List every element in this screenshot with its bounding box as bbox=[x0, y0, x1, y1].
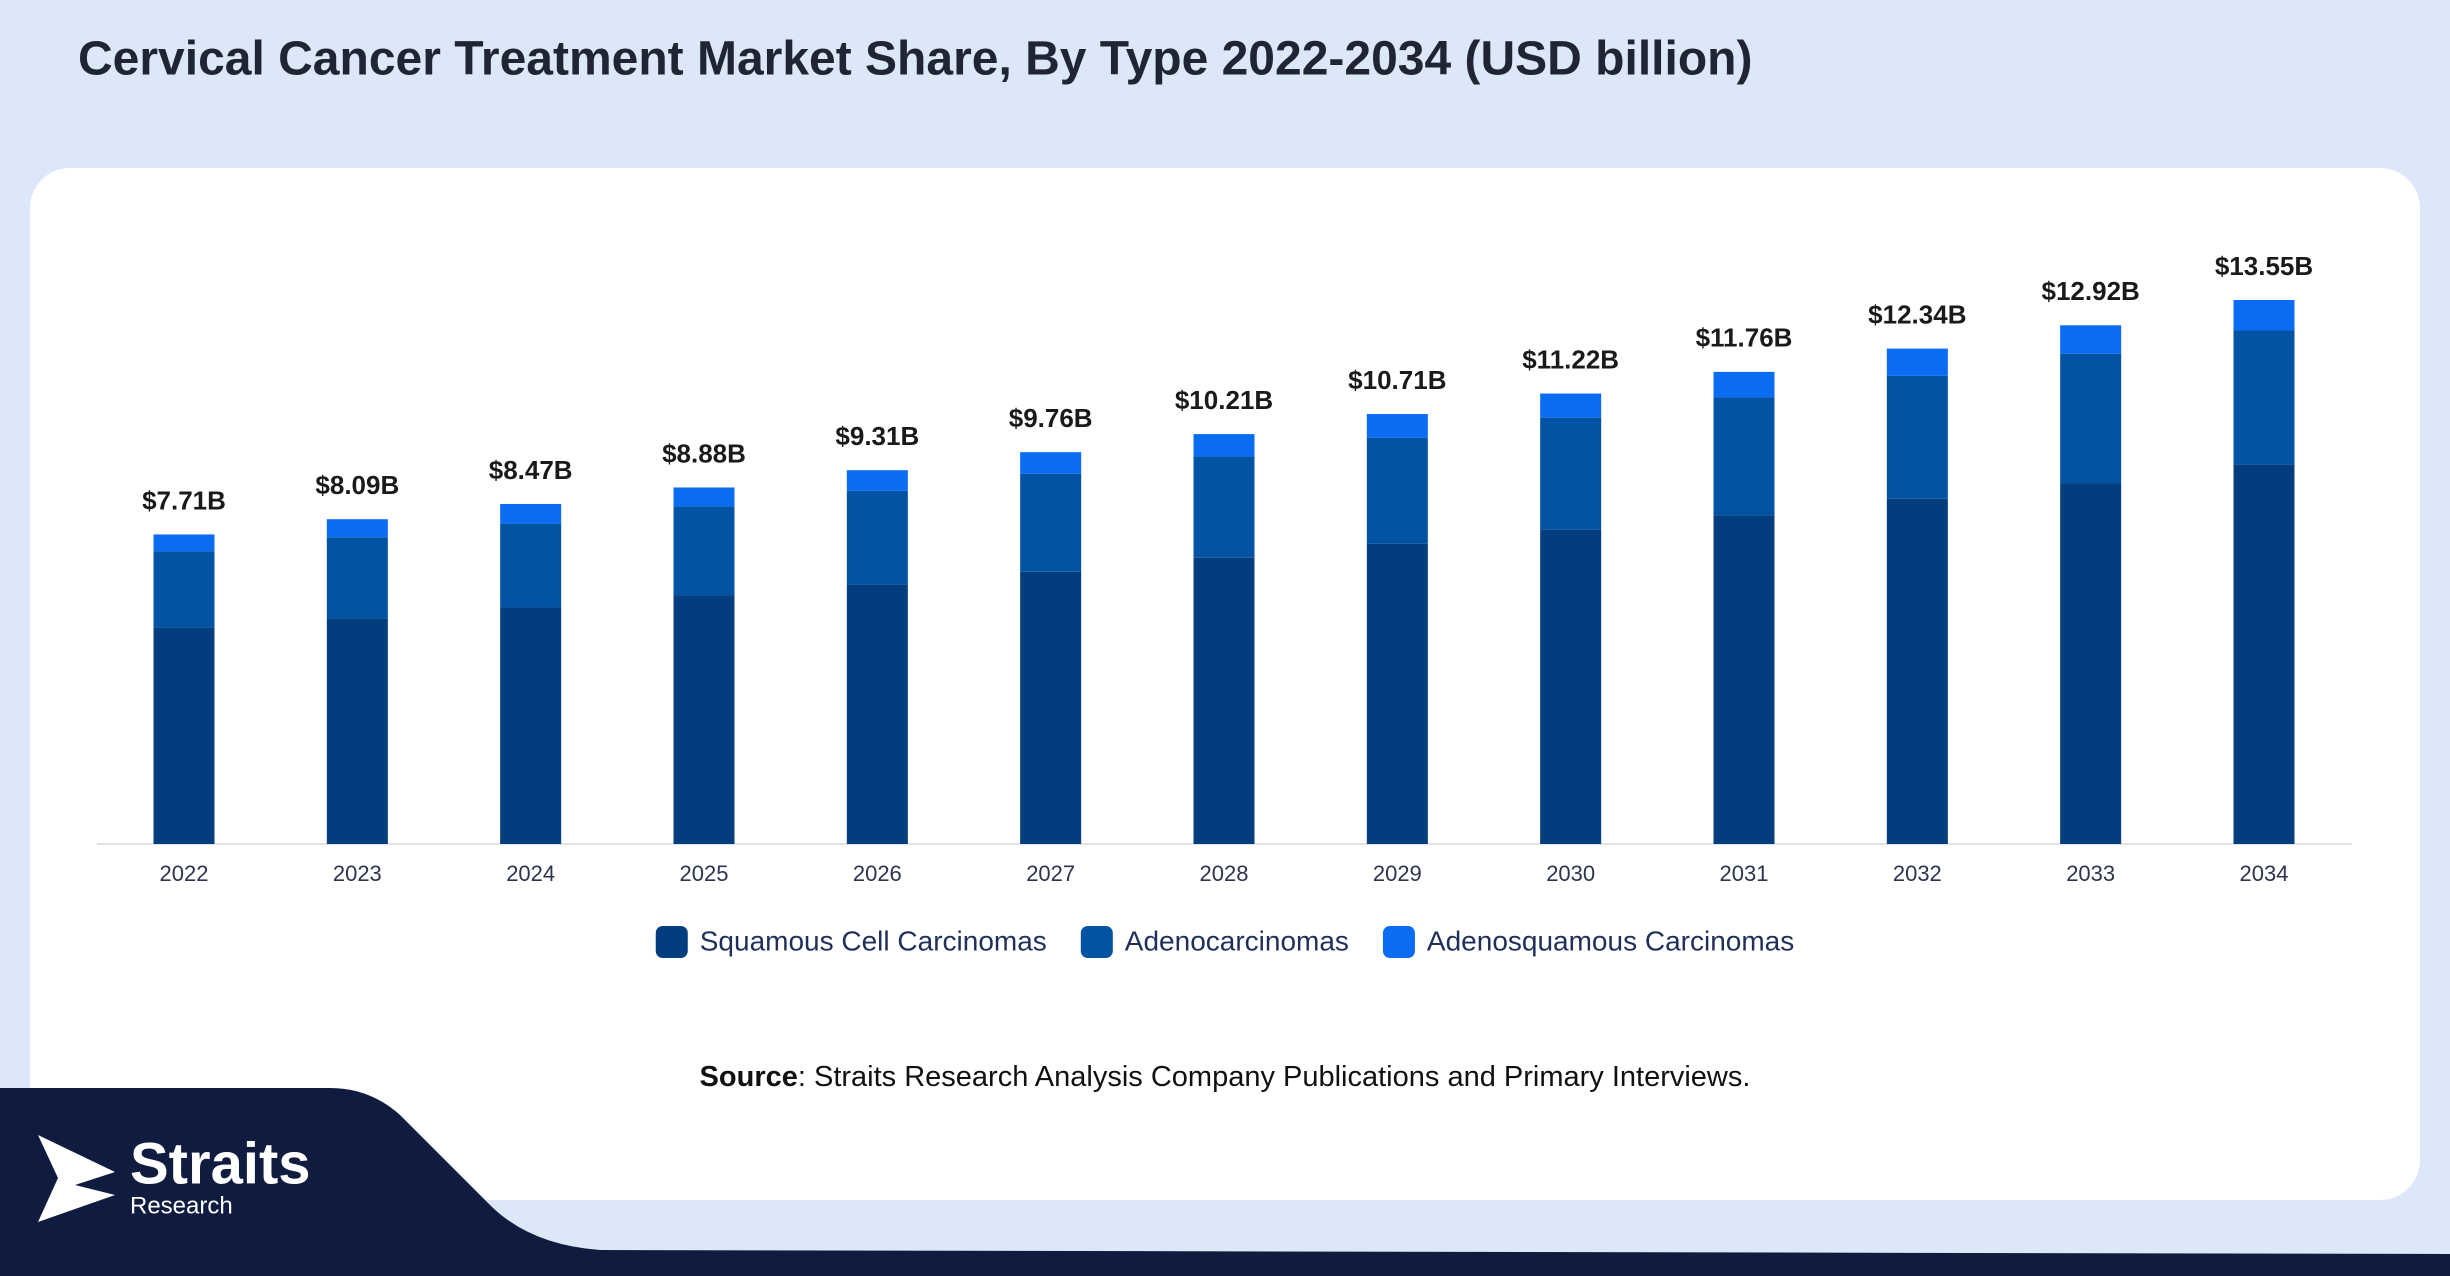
bar-segment bbox=[1886, 348, 1948, 376]
bar-segment bbox=[1193, 557, 1255, 844]
bar-segment bbox=[153, 534, 215, 552]
x-tick-label: 2033 bbox=[2066, 861, 2115, 886]
value-label: $11.76B bbox=[1696, 323, 1793, 353]
bar-segment bbox=[2233, 300, 2295, 331]
value-label: $13.55B bbox=[2215, 251, 2313, 281]
x-tick-label: 2025 bbox=[680, 861, 729, 886]
bar-segment bbox=[153, 627, 215, 844]
value-label: $12.34B bbox=[1868, 299, 1966, 329]
x-tick-label: 2026 bbox=[853, 861, 902, 886]
value-label: $10.71B bbox=[1348, 365, 1446, 395]
value-label: $12.92B bbox=[2042, 276, 2140, 306]
value-label: $8.47B bbox=[489, 455, 573, 485]
bar-segment bbox=[1713, 397, 1775, 516]
bar-segment bbox=[1020, 452, 1082, 474]
bar-segment bbox=[2060, 353, 2122, 484]
bar-segment bbox=[2060, 483, 2122, 844]
bar-segment bbox=[1020, 571, 1082, 844]
value-label: $11.22B bbox=[1522, 344, 1619, 374]
bar-segment bbox=[1020, 473, 1082, 572]
bar-segment bbox=[500, 503, 562, 524]
bar-segment bbox=[1540, 529, 1602, 844]
bar-segment bbox=[846, 470, 908, 491]
source-text: : Straits Research Analysis Company Publ… bbox=[798, 1061, 1751, 1093]
bar-segment bbox=[1540, 417, 1602, 530]
bar-segment bbox=[673, 595, 735, 844]
value-label: $8.88B bbox=[662, 438, 746, 468]
bar-segment bbox=[1193, 456, 1255, 558]
bar-segment bbox=[2233, 330, 2295, 465]
value-label: $10.21B bbox=[1175, 385, 1273, 415]
x-tick-label: 2023 bbox=[333, 861, 382, 886]
legend-label: Adenosquamous Carcinomas bbox=[1427, 925, 1794, 956]
x-tick-label: 2029 bbox=[1373, 861, 1422, 886]
bar-segment bbox=[1886, 375, 1948, 499]
bar-segment bbox=[673, 506, 735, 596]
bar-segment bbox=[2233, 464, 2295, 844]
legend-swatch bbox=[1382, 926, 1415, 958]
logo-name: Straits bbox=[130, 1131, 311, 1196]
x-tick-label: 2030 bbox=[1546, 861, 1595, 886]
bar-segment bbox=[2060, 325, 2122, 354]
bar-segment bbox=[1886, 498, 1948, 844]
x-tick-label: 2027 bbox=[1026, 861, 1075, 886]
bar-segment bbox=[846, 584, 908, 844]
bar-segment bbox=[846, 490, 908, 585]
legend-label: Squamous Cell Carcinomas bbox=[700, 925, 1047, 956]
source: Source: Straits Research Analysis Compan… bbox=[700, 1061, 1751, 1093]
x-tick-label: 2032 bbox=[1893, 861, 1942, 886]
logo-mark bbox=[38, 1135, 115, 1222]
chart-title: Cervical Cancer Treatment Market Share, … bbox=[78, 33, 1752, 86]
bar-segment bbox=[326, 519, 388, 538]
bar-segment bbox=[500, 607, 562, 844]
value-label: $8.09B bbox=[315, 470, 399, 500]
logo-sub: Research bbox=[130, 1192, 233, 1219]
bar-segment bbox=[326, 618, 388, 844]
value-label: $7.71B bbox=[142, 485, 226, 515]
x-tick-label: 2022 bbox=[160, 861, 209, 886]
bar-segment bbox=[1366, 414, 1428, 438]
x-tick-label: 2034 bbox=[2240, 861, 2289, 886]
source-label: Source bbox=[700, 1061, 798, 1093]
bar-segment bbox=[1366, 437, 1428, 544]
value-label: $9.31B bbox=[835, 421, 919, 451]
legend-label: Adenocarcinomas bbox=[1125, 925, 1349, 956]
legend-swatch bbox=[655, 926, 688, 958]
bar-segment bbox=[326, 537, 388, 619]
bar-segment bbox=[500, 523, 562, 608]
x-tick-label: 2024 bbox=[506, 861, 555, 886]
bar-segment bbox=[673, 487, 735, 507]
bar-segment bbox=[1193, 434, 1255, 457]
bar-segment bbox=[1366, 543, 1428, 844]
bar-segment bbox=[1713, 371, 1775, 398]
bar-segment bbox=[1713, 515, 1775, 844]
x-tick-label: 2028 bbox=[1200, 861, 1249, 886]
bar-segment bbox=[1540, 393, 1602, 418]
legend-swatch bbox=[1080, 926, 1113, 958]
bar-segment bbox=[153, 551, 215, 628]
value-label: $9.76B bbox=[1009, 403, 1093, 433]
footer-band bbox=[0, 1088, 2450, 1276]
x-tick-label: 2031 bbox=[1720, 861, 1769, 886]
